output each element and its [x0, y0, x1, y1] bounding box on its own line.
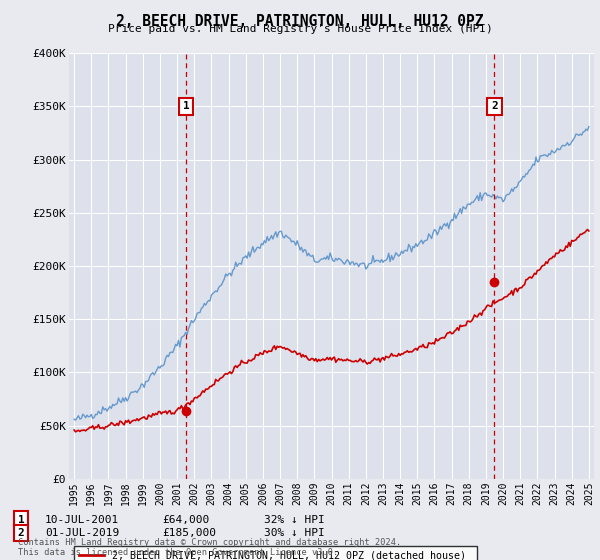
- Text: £64,000: £64,000: [162, 515, 209, 525]
- Text: 2, BEECH DRIVE, PATRINGTON, HULL, HU12 0PZ: 2, BEECH DRIVE, PATRINGTON, HULL, HU12 0…: [116, 14, 484, 29]
- Text: 1: 1: [17, 515, 25, 525]
- Text: 30% ↓ HPI: 30% ↓ HPI: [264, 528, 325, 538]
- Text: 2: 2: [17, 528, 25, 538]
- Text: 01-JUL-2019: 01-JUL-2019: [45, 528, 119, 538]
- Text: £185,000: £185,000: [162, 528, 216, 538]
- Text: Price paid vs. HM Land Registry's House Price Index (HPI): Price paid vs. HM Land Registry's House …: [107, 24, 493, 34]
- Text: 1: 1: [182, 101, 190, 111]
- Legend: 2, BEECH DRIVE, PATRINGTON, HULL, HU12 0PZ (detached house), HPI: Average price,: 2, BEECH DRIVE, PATRINGTON, HULL, HU12 0…: [74, 545, 477, 560]
- Text: 10-JUL-2001: 10-JUL-2001: [45, 515, 119, 525]
- Text: 32% ↓ HPI: 32% ↓ HPI: [264, 515, 325, 525]
- Text: Contains HM Land Registry data © Crown copyright and database right 2024.
This d: Contains HM Land Registry data © Crown c…: [18, 538, 401, 557]
- Text: 2: 2: [491, 101, 498, 111]
